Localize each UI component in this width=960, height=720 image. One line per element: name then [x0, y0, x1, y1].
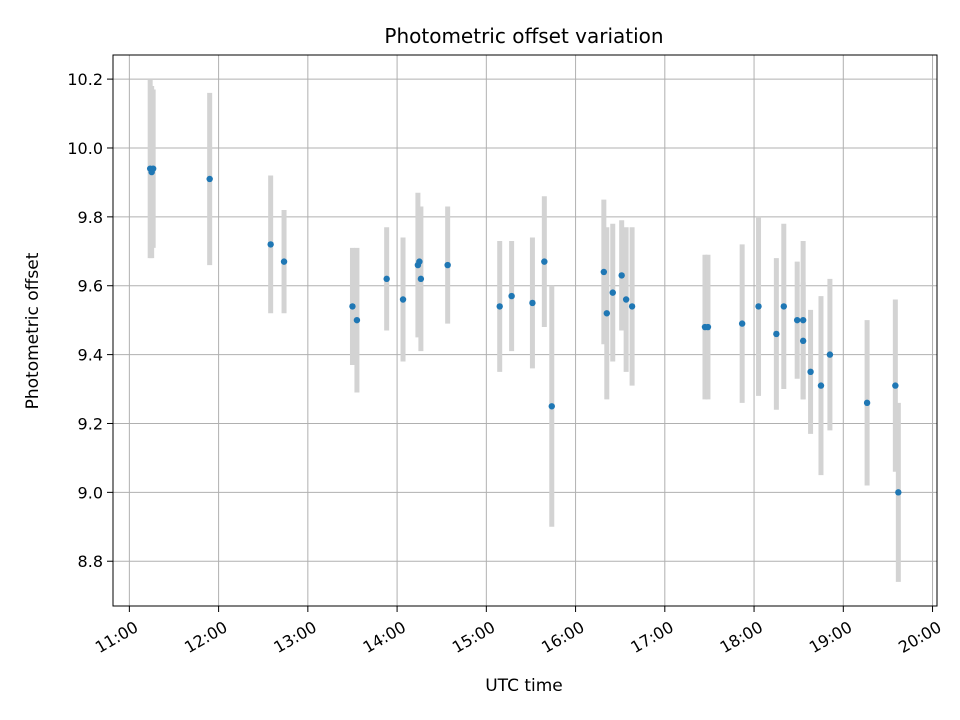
data-point: [541, 258, 548, 265]
x-tick-label: 16:00: [538, 617, 587, 657]
data-point: [529, 299, 536, 307]
data-point: [755, 303, 762, 310]
data-point: [863, 399, 871, 407]
data-point: [622, 296, 630, 303]
y-tick-label: 8.8: [78, 552, 103, 571]
x-tick-label: 18:00: [717, 617, 766, 657]
data-point: [799, 316, 807, 324]
data-point: [892, 382, 899, 389]
x-tick-label: 13:00: [270, 617, 319, 657]
chart-title: Photometric offset variation: [384, 24, 663, 48]
data-point: [773, 330, 780, 338]
data-point: [780, 303, 788, 310]
x-tick-label: 12:00: [181, 617, 230, 657]
y-tick-label: 9.0: [78, 483, 103, 502]
data-point: [817, 382, 825, 389]
data-point: [799, 337, 807, 345]
data-points: [146, 165, 902, 496]
x-tick-label: 20:00: [895, 617, 944, 657]
grid: [113, 55, 937, 606]
y-tick-label: 10.2: [67, 70, 103, 89]
y-tick-label: 9.6: [78, 277, 103, 296]
data-point: [600, 268, 608, 276]
data-point: [628, 303, 636, 310]
data-point: [399, 296, 407, 303]
data-point: [807, 368, 814, 376]
y-tick-label: 9.2: [78, 414, 103, 433]
x-axis-ticks: 11:00 12:00 13:00 14:00 15:00 16:00 17:00 18:00…: [92, 606, 945, 657]
data-point: [793, 316, 801, 324]
data-point: [609, 289, 616, 296]
data-point: [416, 258, 423, 265]
y-axis-title: Photometric offset: [23, 252, 43, 409]
x-tick-label: 14:00: [360, 617, 409, 657]
y-axis-ticks: 8.8 9.0 9.2 9.4 9.6 9.8 10.0 10.2: [67, 70, 113, 571]
data-point: [280, 258, 288, 265]
data-point: [206, 175, 213, 183]
data-point: [353, 316, 361, 324]
data-point: [267, 241, 274, 248]
plot-area-frame: [112, 54, 938, 607]
x-tick-label: 19:00: [806, 617, 855, 657]
y-tick-label: 9.8: [78, 208, 103, 227]
data-point: [444, 261, 451, 269]
data-point: [149, 165, 157, 172]
data-point: [603, 310, 611, 317]
data-point: [349, 303, 356, 310]
x-axis-title: UTC time: [485, 676, 563, 696]
y-tick-label: 9.4: [78, 346, 103, 365]
data-point: [738, 320, 746, 327]
data-point: [895, 489, 902, 496]
data-point: [548, 403, 555, 410]
data-point: [417, 275, 425, 283]
data-point: [383, 275, 390, 283]
data-point: [826, 351, 834, 358]
data-point: [704, 323, 712, 331]
x-tick-label: 17:00: [627, 617, 676, 657]
data-point: [618, 272, 625, 279]
data-point: [496, 303, 503, 310]
x-tick-label: 11:00: [92, 617, 141, 657]
error-bars: [147, 79, 901, 582]
x-tick-label: 15:00: [449, 617, 498, 657]
data-point: [508, 292, 515, 300]
y-tick-label: 10.0: [67, 139, 103, 158]
